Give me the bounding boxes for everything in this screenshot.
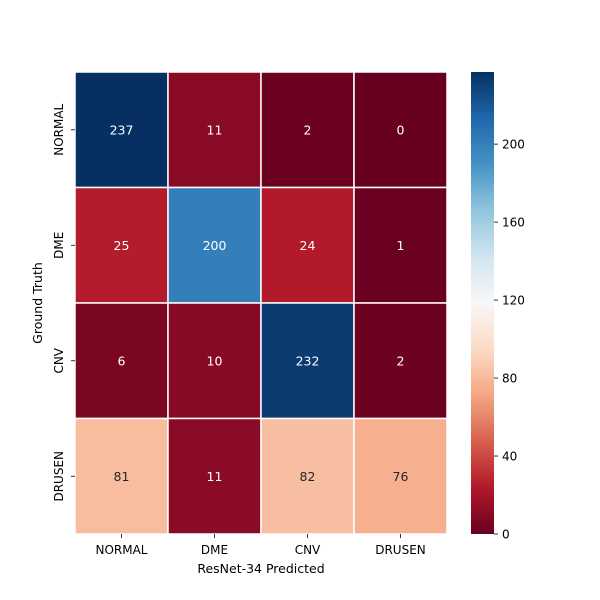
- y-axis-ticks: NORMAL DME CNV DRUSEN: [52, 103, 75, 502]
- heatmap-cell-value: 24: [300, 238, 316, 253]
- heatmap-cell-value: 0: [397, 122, 405, 137]
- heatmap-cell: [167, 186, 262, 304]
- heatmap-cell-labels: 237 11 2 0 25 200 24 1 6 10 232 2 81 11 82 76: [110, 122, 409, 484]
- heatmap-cell: [353, 417, 448, 535]
- heatmap-cell-value: 1: [397, 238, 405, 253]
- heatmap-cell: [353, 302, 448, 420]
- colorbar-tick-label: 160: [502, 216, 525, 230]
- x-tick-label: DRUSEN: [375, 543, 426, 557]
- x-tick-label: CNV: [295, 543, 321, 557]
- colorbar: 0 40 80 120 160 200: [471, 72, 525, 542]
- heatmap-cell: [353, 71, 448, 189]
- heatmap-cell-value: 76: [393, 469, 409, 484]
- heatmap-cell: [260, 71, 355, 189]
- y-tick-label: CNV: [52, 347, 66, 373]
- colorbar-tick-label: 80: [502, 372, 517, 386]
- y-axis-label: Ground Truth: [30, 262, 45, 344]
- y-tick-label: DME: [52, 232, 66, 259]
- heatmap-cell: [167, 302, 262, 420]
- x-axis-label: ResNet-34 Predicted: [197, 561, 324, 576]
- heatmap-cell-value: 25: [114, 238, 130, 253]
- heatmap-cell-value: 11: [207, 469, 223, 484]
- y-tick-label: NORMAL: [52, 103, 66, 155]
- heatmap-cell-value: 237: [110, 122, 134, 137]
- heatmap-cell-value: 2: [304, 122, 312, 137]
- heatmap-cell: [353, 186, 448, 304]
- colorbar-tick-label: 200: [502, 138, 525, 152]
- y-tick-label: DRUSEN: [52, 451, 66, 502]
- heatmap-cell-value: 232: [296, 353, 320, 368]
- heatmap-cell: [167, 71, 262, 189]
- colorbar-tick-label: 120: [502, 294, 525, 308]
- heatmap-cells: [74, 71, 448, 535]
- x-tick-label: NORMAL: [95, 543, 147, 557]
- heatmap-cell: [167, 417, 262, 535]
- heatmap-cell-value: 6: [118, 353, 126, 368]
- heatmap-cell-value: 82: [300, 469, 316, 484]
- colorbar-gradient: [471, 72, 494, 534]
- heatmap-cell-value: 81: [114, 469, 130, 484]
- heatmap-cell-value: 200: [203, 238, 227, 253]
- colorbar-tick-label: 0: [502, 528, 510, 542]
- heatmap-cell-value: 11: [207, 122, 223, 137]
- heatmap-cell: [74, 71, 169, 189]
- heatmap-cell-value: 2: [397, 353, 405, 368]
- colorbar-tick-label: 40: [502, 450, 517, 464]
- x-axis-ticks: NORMAL DME CNV DRUSEN: [95, 534, 426, 557]
- x-tick-label: DME: [201, 543, 228, 557]
- heatmap-cell-value: 10: [207, 353, 223, 368]
